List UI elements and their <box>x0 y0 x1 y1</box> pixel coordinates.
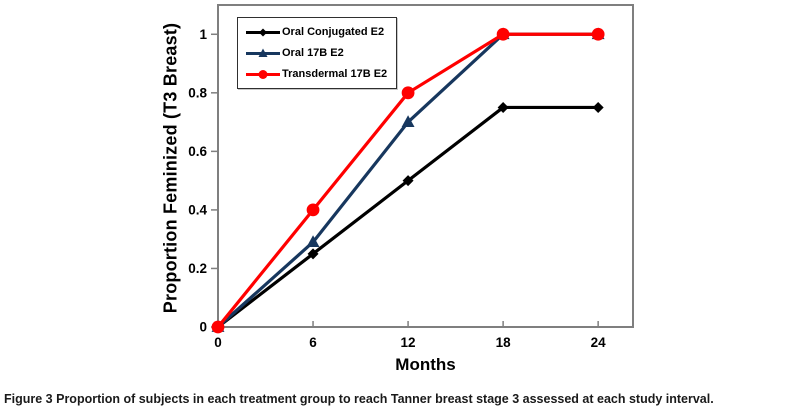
y-axis-title: Proportion Feminized (T3 Breast) <box>160 22 181 314</box>
line-chart-plot: 0 6 12 18 24 0 0.2 0.4 0.6 0.8 1 <box>188 4 634 350</box>
y-tick-label: 0.6 <box>188 144 207 159</box>
data-point-marker-triangle <box>401 115 415 127</box>
data-point-marker-circle <box>401 86 415 100</box>
data-point-marker-diamond <box>497 101 509 113</box>
legend-item: Oral Conjugated E2 <box>246 24 387 40</box>
data-point-marker-triangle <box>306 235 320 248</box>
legend-item: Oral 17B E2 <box>246 45 387 61</box>
figure-caption: Figure 3 Proportion of subjects in each … <box>4 392 792 406</box>
data-point-marker-diamond <box>307 248 319 260</box>
x-tick-label: 6 <box>309 335 317 350</box>
data-point-marker-circle <box>306 203 320 217</box>
y-tick-label: 0.8 <box>188 85 207 100</box>
legend-label: Oral 17B E2 <box>282 46 344 59</box>
legend-marker-triangle-icon <box>246 48 280 57</box>
y-tick-label: 1 <box>199 27 207 42</box>
figure-caption-label: Figure 3 <box>4 392 53 406</box>
data-point-marker-diamond <box>592 101 604 113</box>
series-line-oral-conjugated-e2 <box>216 105 600 329</box>
x-tick-label: 24 <box>591 335 607 350</box>
legend-marker-diamond-icon <box>246 28 280 36</box>
legend-label: Transdermal 17B E2 <box>282 67 388 80</box>
data-point-marker-circle <box>591 27 605 41</box>
legend-label: Oral Conjugated E2 <box>282 25 385 38</box>
data-point-marker-circle <box>496 27 510 41</box>
x-tick-label: 12 <box>401 335 416 350</box>
legend-item: Transdermal 17B E2 <box>246 66 387 82</box>
x-tick-label: 0 <box>214 335 222 350</box>
y-tick-label: 0 <box>199 320 207 335</box>
y-tick-label: 0.4 <box>188 202 207 217</box>
plot-area-border <box>217 4 634 328</box>
chart-legend: Oral Conjugated E2 Oral 17B E2 Transdermal… <box>237 17 398 89</box>
data-point-marker-circle <box>211 320 225 334</box>
y-tick-label: 0.2 <box>188 261 207 276</box>
x-tick-label: 18 <box>496 335 512 350</box>
x-axis-title: Months <box>395 355 456 374</box>
data-point-marker-diamond <box>402 175 414 187</box>
legend-marker-circle-icon <box>246 69 280 79</box>
figure-caption-text: Proportion of subjects in each treatment… <box>56 392 714 406</box>
